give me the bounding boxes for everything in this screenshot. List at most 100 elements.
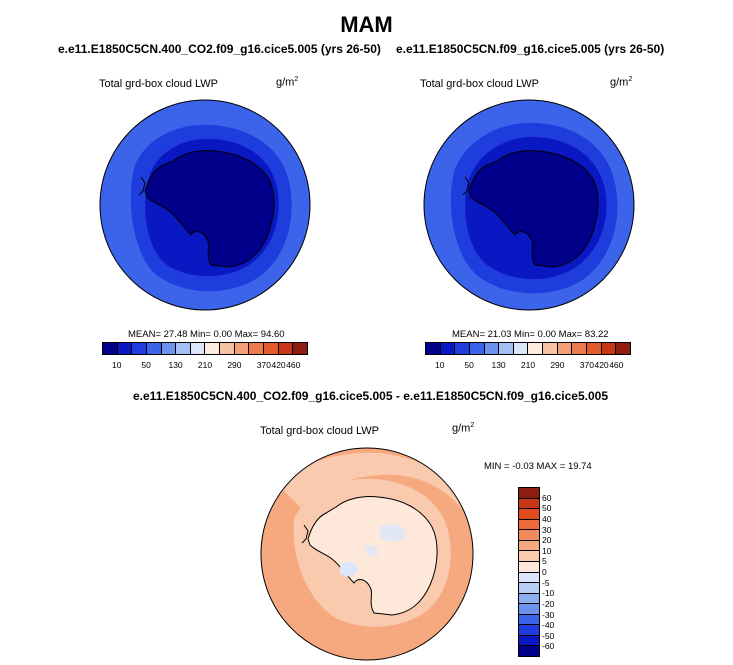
- colorbar-tick-label: -5: [542, 577, 550, 588]
- colorbar-swatch: [117, 343, 133, 354]
- colorbar-tick-label: 370: [256, 360, 271, 370]
- diff-variable-label: Total grd-box cloud LWP: [260, 425, 380, 437]
- colorbar-swatch: [528, 343, 544, 354]
- colorbar-swatch: [249, 343, 265, 354]
- colorbar-tick-label: 50: [464, 360, 474, 370]
- colorbar-swatch: [176, 343, 191, 354]
- colorbar-swatch: [543, 343, 558, 354]
- colorbar-swatch: [587, 343, 602, 354]
- colorbar-swatch: [103, 343, 118, 354]
- panel2-colorbar: [425, 342, 631, 355]
- colorbar-swatch: [499, 343, 514, 354]
- colorbar-swatch: [293, 343, 307, 354]
- panel2-variable-label: Total grd-box cloud LWP: [420, 78, 540, 90]
- colorbar-swatch: [601, 343, 617, 354]
- colorbar-tick-label: 210: [197, 360, 213, 370]
- colorbar-tick-label: -20: [542, 598, 555, 609]
- colorbar-swatch: [205, 343, 221, 354]
- colorbar-swatch: [572, 343, 588, 354]
- panel1-antarctica: [144, 150, 275, 268]
- panel2-polar-map: [423, 99, 635, 311]
- colorbar-swatch: [264, 343, 279, 354]
- colorbar-tick-label: -50: [542, 630, 555, 641]
- colorbar-swatch: [557, 343, 573, 354]
- colorbar-swatch: [519, 572, 539, 584]
- panel1-units-label: g/m2: [276, 76, 299, 89]
- panel1-colorbar-labels: 10 50 130 210 290 370 420 460: [102, 360, 308, 372]
- colorbar-swatch: [519, 625, 539, 636]
- colorbar-tick-label: 50: [141, 360, 151, 370]
- colorbar-swatch: [519, 540, 539, 552]
- colorbar-tick-label: 20: [542, 535, 552, 546]
- panel1-case-title: e.e11.E1850C5CN.400_CO2.f09_g16.cice5.00…: [58, 42, 381, 56]
- panel2-colorbar-labels: 10 50 130 210 290 370 420 460: [425, 360, 631, 372]
- panel2-units-label: g/m2: [610, 76, 633, 89]
- colorbar-swatch: [440, 343, 456, 354]
- colorbar-swatch: [426, 343, 441, 354]
- colorbar-swatch: [519, 635, 539, 647]
- colorbar-tick-label: 30: [542, 524, 552, 535]
- panel2-antarctica: [468, 150, 599, 268]
- colorbar-swatch: [146, 343, 162, 354]
- colorbar-swatch: [469, 343, 485, 354]
- colorbar-swatch: [484, 343, 500, 354]
- colorbar-swatch: [519, 604, 539, 615]
- colorbar-swatch: [132, 343, 147, 354]
- page-title: MAM: [340, 12, 393, 37]
- panel1-stats: MEAN= 27.48 Min= 0.00 Max= 94.60: [128, 329, 285, 340]
- colorbar-swatch: [161, 343, 177, 354]
- colorbar-swatch: [519, 561, 539, 573]
- colorbar-tick-label: 10: [434, 360, 445, 370]
- diff-field-light: [280, 452, 470, 517]
- colorbar-tick-label: 0: [542, 567, 547, 577]
- colorbar-tick-label: 370: [579, 360, 594, 370]
- colorbar-tick-label: 10: [111, 360, 122, 370]
- colorbar-tick-label: 420: [594, 360, 609, 370]
- colorbar-tick-label: 420: [271, 360, 286, 370]
- colorbar-tick-label: 10: [542, 545, 552, 556]
- diff-colorbar-labels: 60 50 40 30 20 10 5 0 -5 -10 -20 -30 -40 -50 -60: [542, 487, 582, 657]
- colorbar-swatch: [519, 551, 539, 562]
- colorbar-swatch: [455, 343, 470, 354]
- colorbar-tick-label: -30: [542, 609, 555, 620]
- colorbar-tick-label: -60: [542, 641, 555, 652]
- colorbar-swatch: [519, 498, 539, 510]
- diff-stats: MIN = -0.03 MAX = 19.74: [484, 461, 592, 472]
- colorbar-tick-label: 290: [227, 360, 242, 370]
- colorbar-tick-label: 130: [491, 360, 506, 370]
- colorbar-tick-label: -40: [542, 620, 555, 631]
- colorbar-swatch: [519, 488, 539, 499]
- colorbar-swatch: [190, 343, 206, 354]
- colorbar-tick-label: 40: [542, 513, 552, 524]
- colorbar-swatch: [519, 530, 539, 541]
- colorbar-swatch: [220, 343, 235, 354]
- colorbar-tick-label: -10: [542, 588, 555, 599]
- colorbar-swatch: [278, 343, 294, 354]
- diff-colorbar: [518, 487, 540, 657]
- colorbar-tick-label: 50: [542, 503, 552, 514]
- panel1-variable-label: Total grd-box cloud LWP: [99, 78, 219, 90]
- colorbar-swatch: [519, 509, 539, 520]
- colorbar-swatch: [519, 583, 539, 594]
- colorbar-swatch: [519, 519, 539, 531]
- panel2-stats: MEAN= 21.03 Min= 0.00 Max= 83.22: [452, 329, 609, 340]
- diff-case-title: e.e11.E1850C5CN.400_CO2.f09_g16.cice5.00…: [133, 389, 609, 403]
- colorbar-swatch: [234, 343, 250, 354]
- colorbar-tick-label: 210: [520, 360, 536, 370]
- colorbar-swatch: [519, 614, 539, 626]
- colorbar-swatch: [519, 593, 539, 605]
- panel1-polar-map: [99, 99, 311, 311]
- colorbar-tick-label: 460: [286, 360, 301, 370]
- colorbar-tick-label: 60: [542, 492, 552, 503]
- colorbar-tick-label: 460: [609, 360, 624, 370]
- colorbar-tick-label: 290: [550, 360, 565, 370]
- diff-polar-map: [260, 447, 474, 661]
- colorbar-swatch: [616, 343, 630, 354]
- colorbar-tick-label: 5: [542, 556, 547, 567]
- colorbar-tick-label: 130: [168, 360, 183, 370]
- diff-units-label: g/m2: [452, 422, 475, 435]
- colorbar-swatch: [513, 343, 529, 354]
- colorbar-swatch: [519, 646, 539, 656]
- panel2-case-title: e.e11.E1850C5CN.f09_g16.cice5.005 (yrs 2…: [396, 42, 665, 56]
- panel1-colorbar: [102, 342, 308, 355]
